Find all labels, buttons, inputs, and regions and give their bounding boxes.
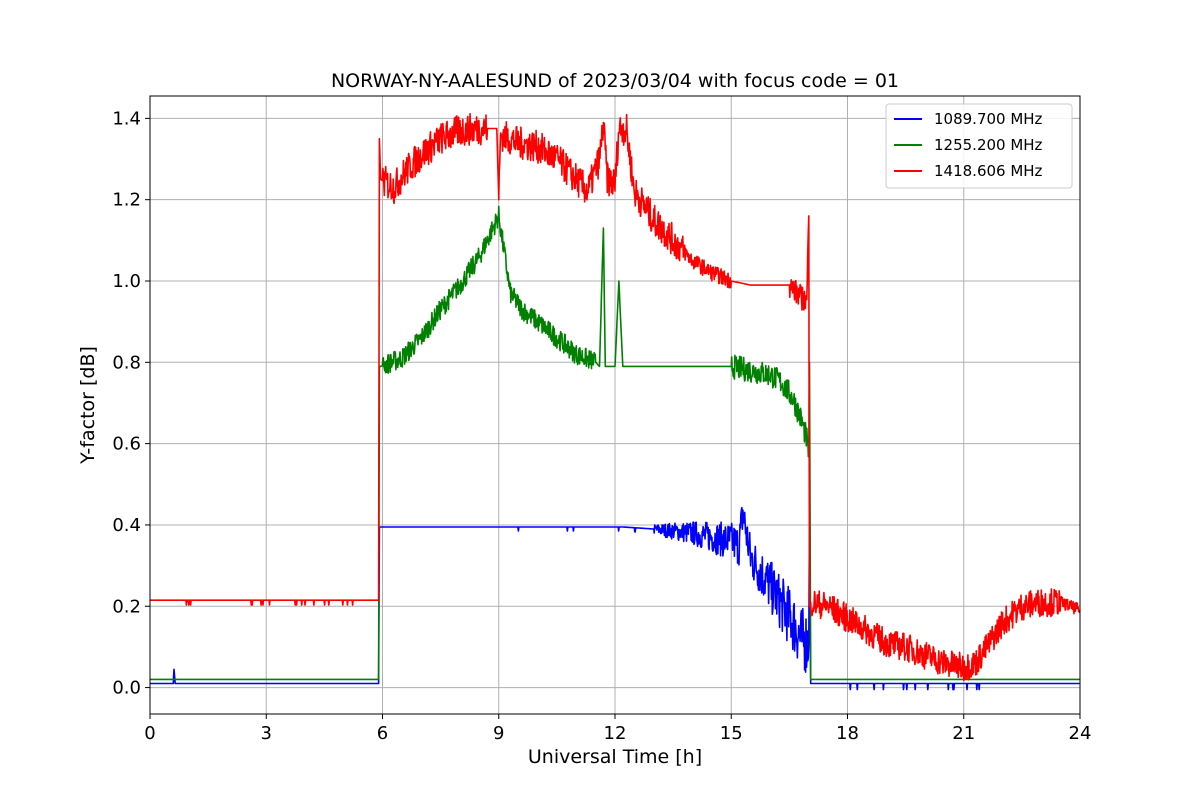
y-tick-label: 0.8 <box>112 352 141 373</box>
x-tick-label: 18 <box>836 723 859 744</box>
series-line-1 <box>149 506 1081 691</box>
x-tick-label: 0 <box>144 723 155 744</box>
x-tick-label: 24 <box>1069 723 1092 744</box>
legend-entry-label: 1418.606 MHz <box>934 162 1043 180</box>
y-tick-label: 0.0 <box>112 678 141 699</box>
legend-entry-label: 1089.700 MHz <box>934 110 1043 128</box>
legend-entry-label: 1255.200 MHz <box>934 136 1043 154</box>
y-axis: 0.0 0.2 0.4 0.6 0.8 1.0 1.2 1.4 <box>112 108 150 699</box>
y-tick-label: 0.6 <box>112 434 141 455</box>
y-tick-label: 1.2 <box>112 190 141 211</box>
x-tick-label: 12 <box>604 723 627 744</box>
chart-title: NORWAY-NY-AALESUND of 2023/03/04 with fo… <box>331 70 899 92</box>
x-tick-label: 6 <box>377 723 388 744</box>
series-line-3 <box>149 112 1081 682</box>
x-tick-label: 3 <box>261 723 272 744</box>
plot-series <box>149 112 1081 691</box>
y-axis-label: Y-factor [dB] <box>77 346 99 465</box>
x-axis-label: Universal Time [h] <box>528 746 702 768</box>
x-tick-label: 15 <box>720 723 743 744</box>
y-tick-label: 1.4 <box>112 108 141 129</box>
series-line-2 <box>149 205 1081 681</box>
legend-box <box>885 103 1073 189</box>
y-tick-label: 0.2 <box>112 596 141 617</box>
x-tick-label: 9 <box>493 723 504 744</box>
x-tick-label: 21 <box>952 723 975 744</box>
y-tick-label: 0.4 <box>112 515 141 536</box>
x-axis: 0 3 6 9 12 15 18 21 24 <box>144 714 1091 744</box>
legend: 1089.700 MHz 1255.200 MHz 1418.606 MHz <box>885 103 1073 189</box>
y-tick-label: 1.0 <box>112 271 141 292</box>
